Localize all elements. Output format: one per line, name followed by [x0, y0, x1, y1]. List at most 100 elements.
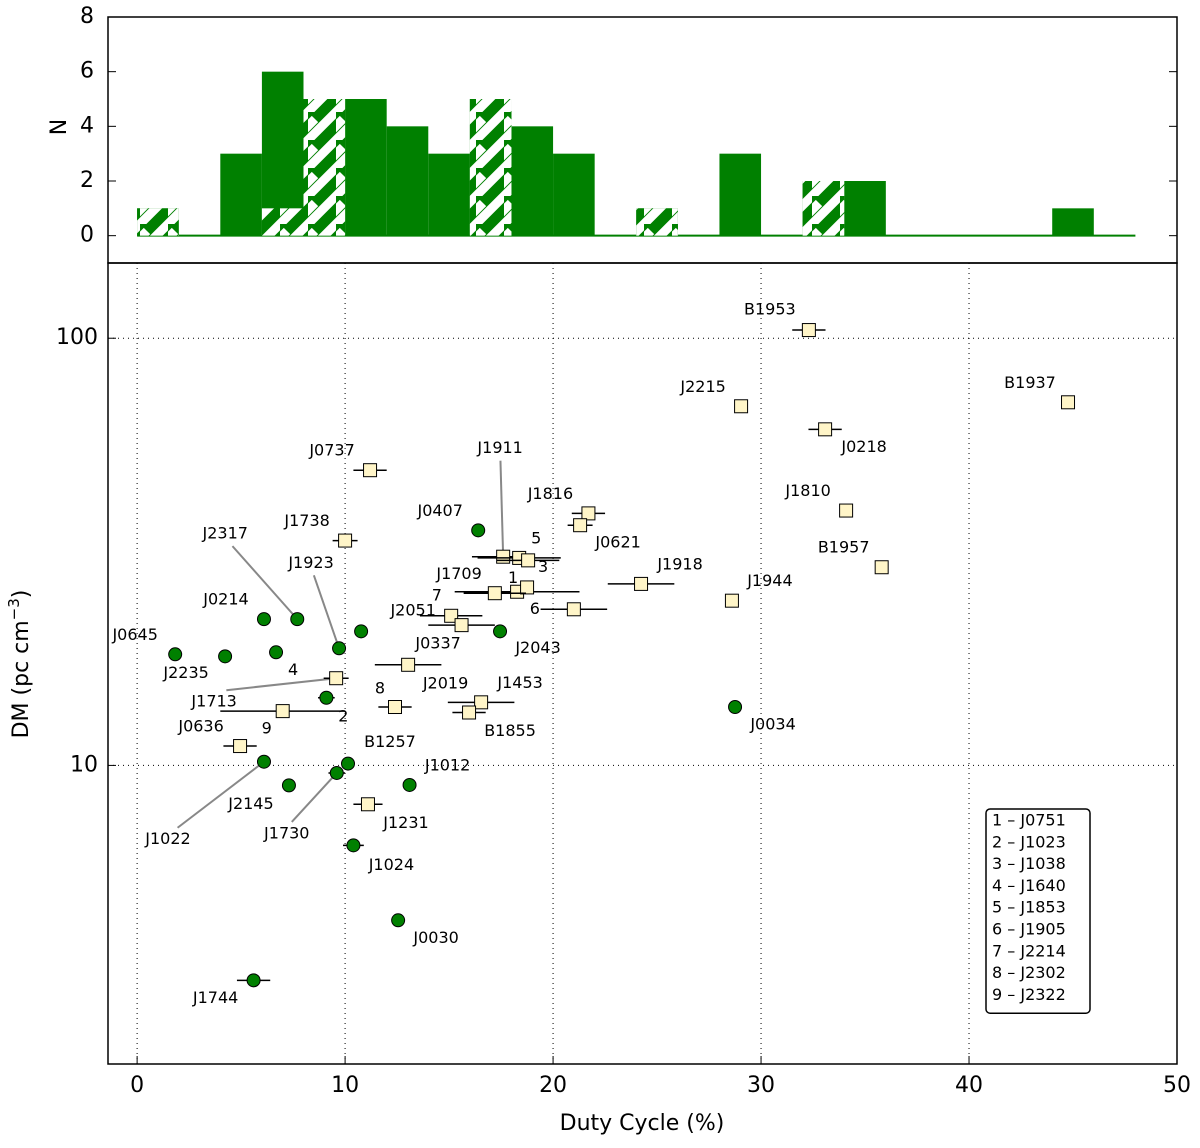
- point-label: 8: [375, 679, 385, 698]
- legend-item: 7 – J2214: [992, 941, 1066, 960]
- point: [275, 704, 290, 719]
- legend-item: 1 – J0751: [992, 811, 1066, 830]
- point-label: J0407: [416, 501, 462, 520]
- point-label: J0030: [412, 928, 458, 947]
- hist-bar: [719, 153, 762, 236]
- point-label: J1453: [496, 673, 542, 692]
- point: [487, 586, 502, 601]
- hist-bar: [220, 153, 262, 236]
- point-label: J2043: [514, 638, 560, 657]
- point: [256, 612, 271, 627]
- point-label: J1012: [424, 755, 470, 774]
- y-label-end: ): [9, 590, 34, 599]
- point-label: J0737: [308, 441, 354, 460]
- legend-item: 9 – J2322: [992, 985, 1066, 1004]
- y-tick-label: 8: [80, 4, 94, 29]
- point: [454, 618, 469, 633]
- legend-item: 5 – J1853: [992, 898, 1066, 917]
- point: [256, 754, 271, 769]
- point-label: J1810: [784, 481, 830, 500]
- point: [338, 533, 353, 548]
- point-label: J1744: [192, 988, 238, 1007]
- point-label: J2051: [389, 600, 435, 619]
- point-label: J1923: [287, 553, 333, 572]
- point: [329, 671, 344, 686]
- hist-bar: [553, 153, 595, 236]
- hist-bar-hatched: [469, 99, 512, 236]
- point-label: 3: [538, 557, 548, 576]
- frame: [107, 262, 1178, 1065]
- point-label: 1: [508, 568, 518, 587]
- hist-bar-hatched: [636, 208, 678, 236]
- point-label: J0636: [177, 717, 223, 736]
- point: [363, 463, 378, 478]
- leader-line: [231, 545, 299, 620]
- point: [444, 608, 459, 623]
- point-label: J1709: [435, 564, 481, 583]
- point-label: B1957: [818, 538, 870, 557]
- point: [818, 422, 833, 437]
- x-tick-label: 20: [539, 1073, 567, 1098]
- leader-line: [499, 460, 505, 557]
- legend-item: 8 – J2302: [992, 963, 1066, 982]
- y-tick-label: 4: [80, 113, 94, 138]
- x-label: Duty Cycle (%): [560, 1111, 725, 1136]
- hist-bar: [428, 153, 470, 236]
- x-tick-label: 0: [130, 1073, 144, 1098]
- point: [391, 913, 406, 928]
- point-label: J0621: [594, 533, 640, 552]
- point-label: J0214: [202, 590, 248, 609]
- x-tick-label: 30: [747, 1073, 775, 1098]
- point: [360, 797, 375, 812]
- point-label: J2019: [422, 674, 468, 693]
- y-label-exp: −3: [5, 598, 23, 620]
- x-tick-label: 40: [955, 1073, 983, 1098]
- point: [471, 523, 486, 538]
- x-tick-label: 10: [331, 1073, 359, 1098]
- hist-bar-hatched: [261, 208, 304, 236]
- point-label: J0034: [749, 715, 795, 734]
- point-label: J2235: [162, 663, 208, 682]
- hist-bar: [511, 126, 554, 236]
- legend-item: 4 – J1640: [992, 876, 1066, 895]
- point: [474, 695, 489, 710]
- point: [319, 690, 334, 705]
- point-label: 9: [262, 719, 272, 738]
- y-tick-label: 0: [80, 223, 94, 248]
- point: [581, 506, 596, 521]
- point: [734, 399, 749, 414]
- point-label: J0218: [840, 437, 886, 456]
- point: [1061, 395, 1076, 410]
- leader-line: [176, 760, 265, 829]
- hist-bar: [386, 126, 429, 236]
- legend-box: [985, 808, 1091, 1014]
- y-tick-label: 10: [70, 752, 98, 777]
- point-label: 4: [288, 660, 298, 679]
- point-label: B1953: [744, 300, 796, 319]
- point: [281, 778, 296, 793]
- point: [801, 323, 816, 338]
- x-tick-label: 50: [1163, 1073, 1191, 1098]
- point-label: J1911: [476, 438, 522, 457]
- y-label-main: DM (pc cm: [9, 620, 34, 738]
- point: [634, 576, 649, 591]
- point: [496, 549, 511, 564]
- point-label: J1944: [746, 571, 792, 590]
- point-label: B1937: [1004, 373, 1056, 392]
- hist-bar-hatched: [802, 181, 845, 236]
- point: [388, 700, 403, 715]
- leader-line: [291, 772, 338, 823]
- point-label: 5: [531, 528, 541, 547]
- y-label: DM (pc cm−3): [5, 590, 35, 739]
- point: [354, 624, 369, 639]
- point-label: J2145: [227, 794, 273, 813]
- point: [839, 503, 854, 518]
- point-label: B1855: [484, 721, 536, 740]
- y-tick-label: 6: [80, 59, 94, 84]
- point-label: B1257: [364, 732, 416, 751]
- hist-bar: [345, 99, 387, 236]
- leader-line: [312, 574, 341, 649]
- point-label: J0337: [414, 633, 460, 652]
- point: [874, 560, 889, 575]
